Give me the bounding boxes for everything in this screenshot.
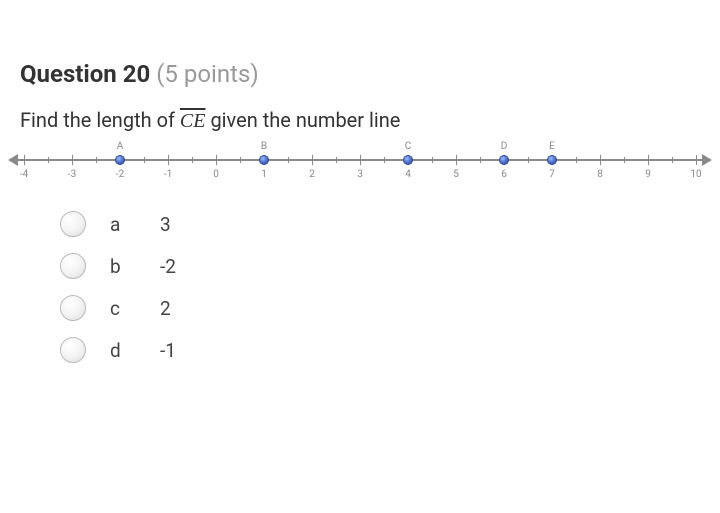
prompt-pre: Find the length of [20,108,180,132]
choice-letter: d [110,339,160,362]
point-B [259,155,269,165]
tick [648,155,649,165]
tick-label: 0 [213,169,219,180]
point-D [499,155,509,165]
question-points: (5 points) [156,60,259,88]
tick-label: 1 [261,169,267,180]
minor-tick [624,157,625,163]
point-label-B: B [261,141,267,152]
tick [72,155,73,165]
point-label-D: D [501,141,508,152]
tick [456,155,457,165]
choice-c[interactable]: c2 [60,295,700,321]
segment-name: CE [180,110,206,132]
choice-letter: b [110,255,160,278]
minor-tick [240,157,241,163]
minor-tick [528,157,529,163]
choice-value: 2 [160,297,200,320]
choice-value: -1 [160,339,200,362]
minor-tick [480,157,481,163]
choice-value: 3 [160,213,200,236]
question-title: Question 20 [20,60,150,88]
question-header: Question 20 (5 points) [20,60,700,88]
tick-label: -3 [68,169,76,180]
tick-label: 8 [597,169,603,180]
tick-label: -1 [164,169,172,180]
radio-a[interactable] [60,211,86,237]
tick [600,155,601,165]
radio-c[interactable] [60,295,86,321]
point-C [403,155,413,165]
tick-label: 2 [309,169,315,180]
tick-label: 3 [357,169,363,180]
tick [312,155,313,165]
tick-label: 9 [645,169,651,180]
tick [360,155,361,165]
choice-value: -2 [160,255,200,278]
tick [24,155,25,165]
minor-tick [672,157,673,163]
minor-tick [192,157,193,163]
tick-label: 10 [690,169,701,180]
minor-tick [576,157,577,163]
radio-b[interactable] [60,253,86,279]
tick-label: -4 [20,169,28,180]
question-prompt: Find the length of CE given the number l… [20,108,700,133]
tick-label: 7 [549,169,555,180]
choice-letter: c [110,297,160,320]
minor-tick [288,157,289,163]
tick-label: 4 [405,169,411,180]
point-label-C: C [405,141,412,152]
minor-tick [384,157,385,163]
minor-tick [432,157,433,163]
tick [696,155,697,165]
tick-label: 5 [453,169,459,180]
arrow-right-icon [702,154,712,166]
tick-label: 6 [501,169,507,180]
choice-b[interactable]: b-2 [60,253,700,279]
choice-d[interactable]: d-1 [60,337,700,363]
number-line: -4 -3 -2 -1 0 1 2 3 4 5 6 7 8 9 10 A B C D E [10,141,710,181]
point-label-E: E [549,141,555,152]
choice-a[interactable]: a3 [60,211,700,237]
point-E [547,155,557,165]
minor-tick [96,157,97,163]
answer-choices: a3b-2c2d-1 [60,211,700,363]
tick-label: -2 [116,169,124,180]
tick [216,155,217,165]
minor-tick [144,157,145,163]
tick [168,155,169,165]
choice-letter: a [110,213,160,236]
radio-d[interactable] [60,337,86,363]
prompt-post: given the number line [205,108,400,132]
minor-tick [48,157,49,163]
point-label-A: A [117,141,124,152]
minor-tick [336,157,337,163]
point-A [115,155,125,165]
